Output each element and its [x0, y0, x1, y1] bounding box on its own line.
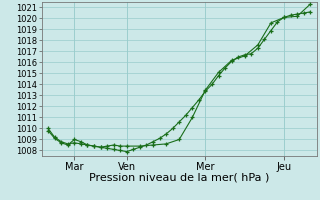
X-axis label: Pression niveau de la mer( hPa ): Pression niveau de la mer( hPa ): [89, 173, 269, 183]
